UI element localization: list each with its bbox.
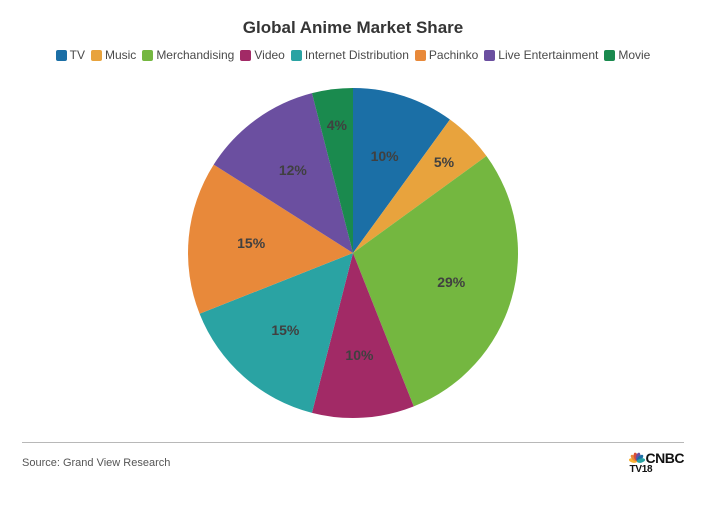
slice-label: 10% — [371, 148, 399, 164]
legend-swatch — [142, 50, 153, 61]
slice-label: 15% — [271, 322, 299, 338]
footer: Source: Grand View Research CNBC TV18 — [22, 442, 684, 475]
slice-label: 10% — [345, 347, 373, 363]
legend: TV Music Merchandising Video Internet Distri… — [22, 48, 684, 62]
legend-item: Pachinko — [415, 48, 478, 62]
legend-swatch — [56, 50, 67, 61]
legend-item: Music — [91, 48, 136, 62]
slice-label: 5% — [434, 154, 454, 170]
pie-chart — [153, 73, 553, 433]
legend-swatch — [415, 50, 426, 61]
pie-area: 10% 5% 29% 10% 15% 15% 12% 4% — [22, 68, 684, 438]
legend-item: Internet Distribution — [291, 48, 409, 62]
legend-label: Internet Distribution — [305, 48, 409, 62]
legend-item: Movie — [604, 48, 650, 62]
slice-label: 12% — [279, 162, 307, 178]
brand-main: CNBC — [646, 451, 684, 465]
legend-label: Movie — [618, 48, 650, 62]
legend-label: TV — [70, 48, 85, 62]
legend-swatch — [240, 50, 251, 61]
legend-swatch — [91, 50, 102, 61]
legend-swatch — [604, 50, 615, 61]
brand-sub: TV18 — [630, 465, 653, 475]
legend-label: Video — [254, 48, 284, 62]
source-text: Source: Grand View Research — [22, 457, 170, 469]
legend-swatch — [484, 50, 495, 61]
legend-item: TV — [56, 48, 85, 62]
slice-label: 15% — [237, 235, 265, 251]
slice-label: 4% — [327, 117, 347, 133]
legend-label: Pachinko — [429, 48, 478, 62]
legend-item: Video — [240, 48, 284, 62]
chart-title: Global Anime Market Share — [22, 18, 684, 38]
legend-label: Music — [105, 48, 136, 62]
chart-container: Global Anime Market Share TV Music Merchan… — [0, 0, 706, 516]
legend-label: Live Entertainment — [498, 48, 598, 62]
legend-label: Merchandising — [156, 48, 234, 62]
legend-swatch — [291, 50, 302, 61]
legend-item: Live Entertainment — [484, 48, 598, 62]
peacock-icon — [629, 451, 645, 465]
legend-item: Merchandising — [142, 48, 234, 62]
brand-logo: CNBC TV18 — [629, 451, 684, 475]
slice-label: 29% — [437, 274, 465, 290]
